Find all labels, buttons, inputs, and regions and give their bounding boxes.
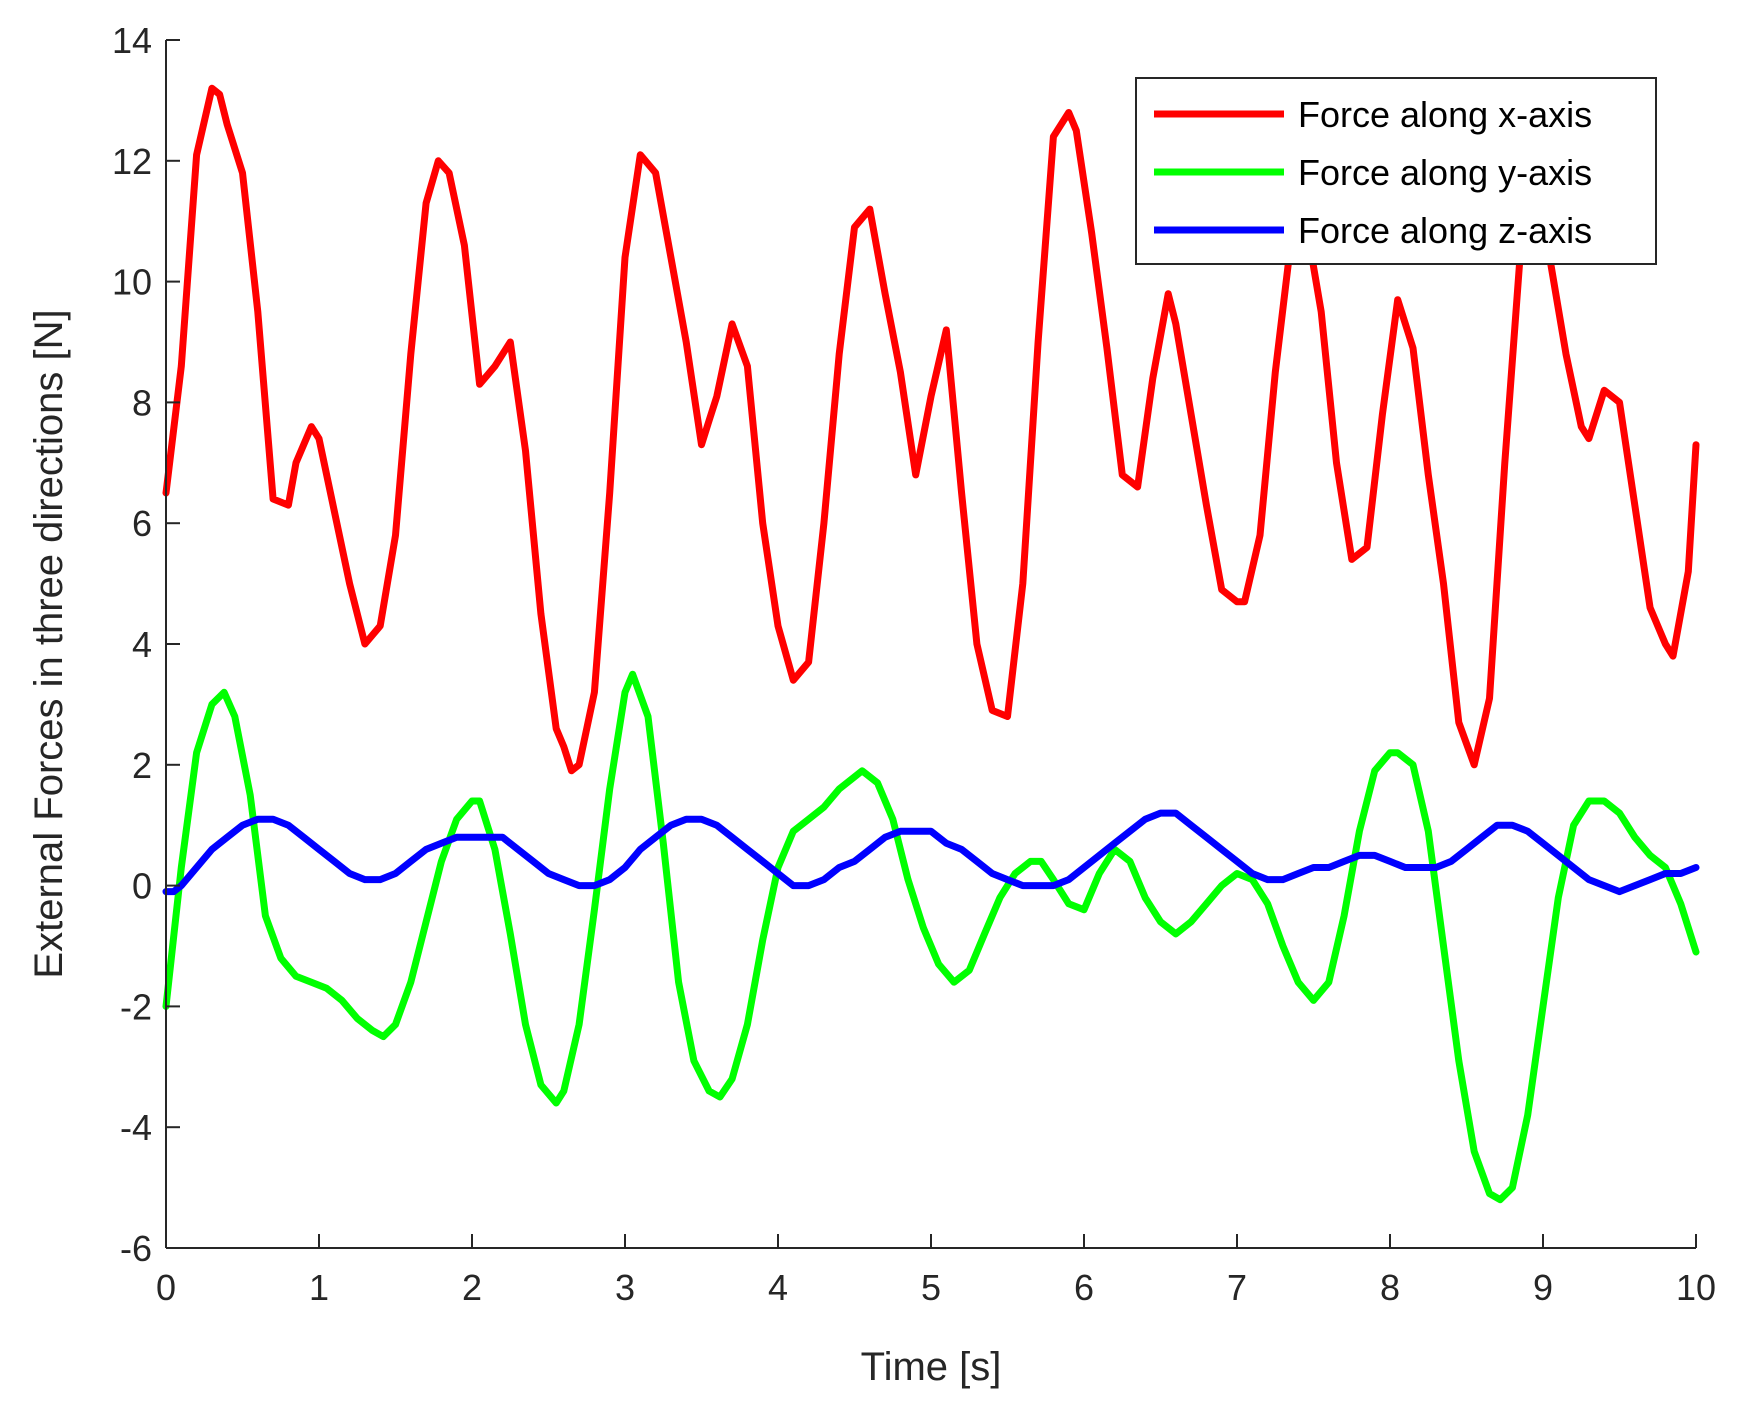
legend-label-y: Force along y-axis: [1298, 152, 1592, 193]
y-tick-label: 2: [132, 745, 152, 786]
x-tick-label: 9: [1533, 1267, 1553, 1308]
x-tick-label: 3: [615, 1267, 635, 1308]
y-tick-label: 12: [112, 141, 152, 182]
y-tick-label: 4: [132, 624, 152, 665]
legend: Force along x-axis Force along y-axis Forc…: [1135, 77, 1657, 265]
x-tick-label: 10: [1676, 1267, 1716, 1308]
plot-lines: [162, 84, 1700, 1204]
x-tick-label: 8: [1380, 1267, 1400, 1308]
y-tick-label: -4: [120, 1107, 152, 1148]
legend-label-x: Force along x-axis: [1298, 94, 1592, 135]
x-tick-label: 5: [921, 1267, 941, 1308]
x-tick-label: 0: [156, 1267, 176, 1308]
x-tick-label: 4: [768, 1267, 788, 1308]
series-line-x-axis: [162, 84, 1700, 775]
x-tick-label: 6: [1074, 1267, 1094, 1308]
series-line-y-axis: [162, 670, 1700, 1204]
y-tick-label: 8: [132, 382, 152, 423]
y-tick-label: -2: [120, 986, 152, 1027]
x-tick-label: 7: [1227, 1267, 1247, 1308]
y-tick-label: 14: [112, 20, 152, 61]
y-tick-label: -6: [120, 1228, 152, 1269]
y-tick-label: 10: [112, 262, 152, 303]
y-axis-title: External Forces in three directions [N]: [27, 309, 71, 978]
legend-label-z: Force along z-axis: [1298, 210, 1592, 251]
x-tick-label: 2: [462, 1267, 482, 1308]
y-tick-label: 0: [132, 866, 152, 907]
x-axis-title: Time [s]: [861, 1345, 1002, 1389]
y-tick-label: 6: [132, 503, 152, 544]
series-line-z-axis: [162, 809, 1700, 896]
x-tick-label: 1: [309, 1267, 329, 1308]
